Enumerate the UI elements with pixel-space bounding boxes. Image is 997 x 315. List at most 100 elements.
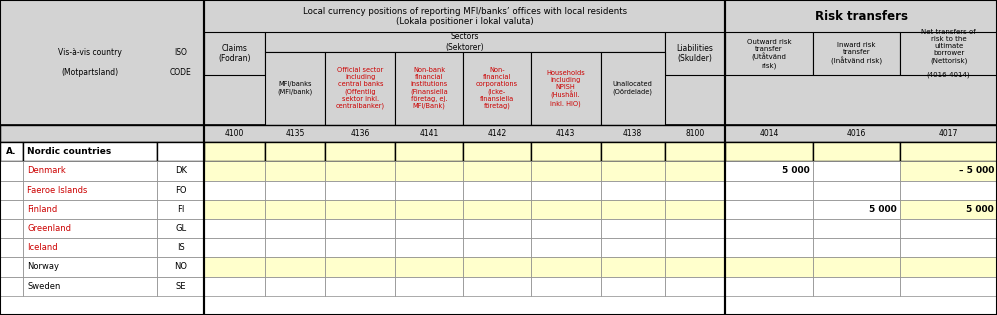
Text: – 5 000: – 5 000: [959, 166, 994, 175]
Text: 4135: 4135: [285, 129, 305, 138]
Bar: [158, 277, 204, 296]
Bar: [325, 277, 395, 296]
Bar: [204, 238, 264, 257]
Bar: [264, 200, 325, 219]
Bar: [665, 277, 725, 296]
Bar: [158, 257, 204, 277]
Text: NO: NO: [174, 262, 187, 272]
Bar: [204, 161, 264, 180]
Text: Sectors
(Sektorer): Sectors (Sektorer): [446, 32, 484, 52]
Bar: [725, 180, 813, 200]
Text: Faeroe Islands: Faeroe Islands: [27, 186, 88, 195]
Bar: [900, 142, 997, 161]
Text: Risk transfers: Risk transfers: [815, 10, 907, 23]
Bar: [264, 52, 325, 125]
Bar: [600, 238, 665, 257]
Bar: [813, 219, 900, 238]
Text: Local currency positions of reporting MFI/banks’ offices with local residents
(L: Local currency positions of reporting MF…: [303, 7, 627, 26]
Bar: [900, 257, 997, 277]
Bar: [158, 142, 204, 161]
Text: 4017: 4017: [939, 129, 958, 138]
Text: 8100: 8100: [685, 129, 705, 138]
Bar: [325, 219, 395, 238]
Bar: [725, 0, 997, 315]
Text: Net transfers of
risk to the
ultimate
borrower
(Nettorisk)

(4016-4014): Net transfers of risk to the ultimate bo…: [921, 29, 976, 78]
Bar: [725, 238, 813, 257]
Bar: [395, 180, 463, 200]
Bar: [264, 161, 325, 180]
Bar: [900, 180, 997, 200]
Bar: [600, 219, 665, 238]
Bar: [204, 219, 264, 238]
Bar: [325, 238, 395, 257]
Text: FI: FI: [177, 205, 184, 214]
Bar: [325, 180, 395, 200]
Text: Liabilities
(Skulder): Liabilities (Skulder): [677, 44, 714, 63]
Bar: [530, 238, 600, 257]
Bar: [395, 161, 463, 180]
Text: Claims
(Fodran): Claims (Fodran): [218, 44, 250, 63]
Bar: [725, 32, 813, 75]
Bar: [725, 161, 813, 180]
Bar: [158, 238, 204, 257]
Bar: [813, 32, 900, 75]
Bar: [325, 52, 395, 125]
Bar: [23, 277, 158, 296]
Text: 5 000: 5 000: [782, 166, 810, 175]
Bar: [813, 200, 900, 219]
Bar: [395, 200, 463, 219]
Bar: [0, 161, 23, 180]
Text: IS: IS: [176, 243, 184, 252]
Bar: [600, 52, 665, 125]
Bar: [463, 200, 530, 219]
Bar: [900, 238, 997, 257]
Text: Sweden: Sweden: [27, 282, 61, 291]
Bar: [264, 142, 325, 161]
Bar: [395, 257, 463, 277]
Bar: [395, 219, 463, 238]
Text: A.: A.: [6, 147, 17, 156]
Bar: [530, 257, 600, 277]
Bar: [395, 277, 463, 296]
Bar: [813, 277, 900, 296]
Bar: [530, 219, 600, 238]
Text: MFI/banks
(MFI/bank): MFI/banks (MFI/bank): [277, 82, 313, 95]
Bar: [204, 257, 264, 277]
Bar: [0, 219, 23, 238]
Text: 4141: 4141: [420, 129, 439, 138]
Bar: [725, 142, 813, 161]
Bar: [204, 0, 725, 125]
Bar: [600, 161, 665, 180]
Bar: [665, 32, 725, 75]
Bar: [0, 180, 23, 200]
Text: Vis-à-vis country

(Motpartsland): Vis-à-vis country (Motpartsland): [59, 48, 123, 77]
Bar: [665, 142, 725, 161]
Bar: [463, 277, 530, 296]
Bar: [813, 161, 900, 180]
Bar: [530, 277, 600, 296]
Bar: [725, 200, 813, 219]
Bar: [0, 125, 997, 142]
Bar: [665, 257, 725, 277]
Text: Finland: Finland: [27, 205, 58, 214]
Text: DK: DK: [174, 166, 186, 175]
Text: SE: SE: [175, 282, 186, 291]
Bar: [813, 142, 900, 161]
Bar: [204, 180, 264, 200]
Text: 4143: 4143: [556, 129, 575, 138]
Text: ISO

CODE: ISO CODE: [169, 48, 191, 77]
Bar: [0, 0, 204, 125]
Bar: [23, 200, 158, 219]
Bar: [725, 257, 813, 277]
Bar: [463, 52, 530, 125]
Bar: [463, 219, 530, 238]
Bar: [158, 161, 204, 180]
Bar: [325, 142, 395, 161]
Bar: [158, 219, 204, 238]
Bar: [813, 257, 900, 277]
Bar: [665, 161, 725, 180]
Text: FO: FO: [175, 186, 186, 195]
Bar: [530, 161, 600, 180]
Bar: [900, 200, 997, 219]
Bar: [395, 238, 463, 257]
